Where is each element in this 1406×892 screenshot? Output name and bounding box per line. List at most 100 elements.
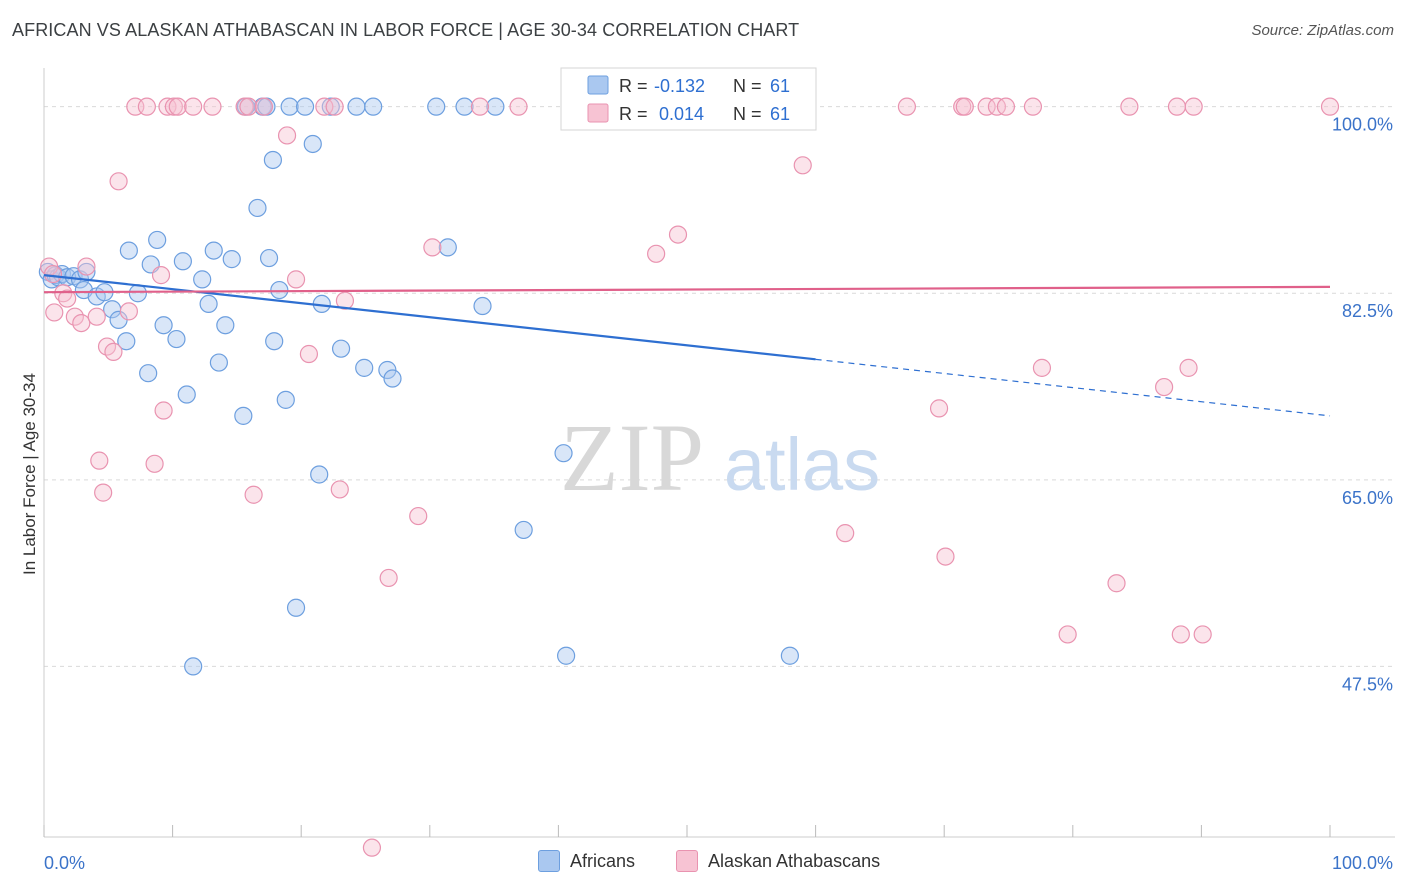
legend-n-value-1: 61 bbox=[770, 76, 790, 96]
africans-point bbox=[222, 250, 241, 269]
source-attribution: Source: ZipAtlas.com bbox=[1251, 22, 1394, 39]
alaskan-athabascans-point bbox=[1107, 574, 1126, 593]
gridlines bbox=[44, 106, 1395, 667]
alaskan-athabascans-point bbox=[1032, 358, 1052, 377]
alaskan-athabascans-point bbox=[936, 547, 955, 566]
africans-point bbox=[263, 150, 283, 170]
alaskan-athabascans-point bbox=[1167, 97, 1187, 116]
africans-point bbox=[321, 97, 340, 116]
africans-point bbox=[378, 360, 397, 380]
africans-point bbox=[184, 657, 203, 676]
alaskan-athabascans-point bbox=[1171, 625, 1190, 644]
x-tick-label: 0.0% bbox=[44, 853, 85, 873]
alaskan-athabascans-point bbox=[379, 568, 398, 588]
africans-point bbox=[139, 364, 158, 383]
alaskan-athabascans-point bbox=[87, 307, 106, 326]
alaskan-athabascans-point bbox=[897, 97, 917, 116]
legend-swatch-africans bbox=[587, 75, 609, 95]
legend-top: R = -0.132 N = 61 R = 0.014 N = 61 bbox=[560, 67, 817, 131]
alaskan-athabascans-point bbox=[90, 451, 109, 470]
alaskan-athabascans-point bbox=[793, 156, 812, 175]
africans-point bbox=[347, 97, 366, 116]
tick-labels: 47.5% 65.0% 82.5% 100.0% 0.0% 100.0% bbox=[44, 115, 1393, 873]
africans-point bbox=[193, 270, 212, 289]
africans-point bbox=[286, 598, 306, 617]
alaskan-athabascans-point bbox=[1193, 625, 1212, 644]
y-tick-label: 100.0% bbox=[1332, 115, 1393, 135]
y-tick-label: 65.0% bbox=[1342, 488, 1393, 508]
africans-point bbox=[364, 97, 383, 116]
alaskan-athabascans-point bbox=[335, 291, 355, 310]
alaskan-athabascans-point bbox=[470, 97, 490, 116]
legend-swatch-africans-bottom bbox=[538, 850, 560, 872]
alaskan-athabascans-point bbox=[286, 270, 306, 289]
africans-point bbox=[173, 252, 192, 271]
africans-point bbox=[248, 198, 267, 218]
alaskan-athabascans-point bbox=[145, 454, 164, 473]
alaskan-athabascans-point bbox=[409, 506, 428, 526]
africans-point bbox=[270, 280, 289, 300]
alaskan-athabascans-point bbox=[119, 302, 138, 321]
alaskan-athabascans-point bbox=[244, 485, 263, 504]
africans-point bbox=[780, 646, 799, 665]
africans-point bbox=[310, 465, 329, 484]
alaskan-athabascans-point bbox=[154, 401, 173, 420]
africans-point bbox=[331, 339, 351, 358]
africans-point bbox=[276, 390, 295, 409]
alaskan-athabascans-point bbox=[158, 97, 177, 116]
africans-point bbox=[154, 316, 173, 335]
alaskan-athabascans-point bbox=[58, 289, 77, 308]
y-tick-label: 47.5% bbox=[1342, 674, 1393, 694]
legend-r-label-1: R = bbox=[619, 76, 648, 96]
alaskan-athabascans-point bbox=[1179, 358, 1198, 377]
africans-point bbox=[199, 294, 218, 314]
alaskan-athabascans-point bbox=[277, 126, 297, 145]
alaskan-athabascans-point bbox=[164, 97, 183, 116]
africans-point bbox=[383, 369, 402, 388]
africans-point bbox=[303, 134, 322, 154]
legend-r-value-2: 0.014 bbox=[659, 104, 704, 124]
alaskan-athabascans-point bbox=[977, 97, 996, 116]
alaskan-athabascans-point bbox=[94, 483, 113, 502]
watermark: ZIP atlas bbox=[560, 404, 880, 511]
alaskan-athabascans-point bbox=[1120, 97, 1139, 116]
africans-point bbox=[216, 316, 235, 335]
legend-item-africans: Africans bbox=[538, 850, 635, 872]
alaskan-athabascans-point bbox=[668, 225, 688, 244]
africans-point bbox=[265, 332, 284, 351]
africans-point bbox=[455, 97, 474, 116]
africans-point bbox=[514, 520, 533, 540]
alaskan-athabascans-point bbox=[299, 344, 319, 364]
alaskan-athabascans-point bbox=[1023, 97, 1043, 116]
alaskan-athabascans-point bbox=[1184, 97, 1203, 116]
alaskan-athabascans-point bbox=[1058, 625, 1077, 644]
africans-point bbox=[234, 406, 253, 425]
alaskan-athabascans-points bbox=[40, 97, 1340, 857]
alaskan-athabascans-point bbox=[836, 524, 855, 543]
africans-point bbox=[204, 241, 223, 260]
africans-point bbox=[486, 97, 505, 116]
africans-point bbox=[117, 332, 136, 351]
alaskan-athabascans-point bbox=[45, 303, 64, 322]
alaskan-athabascans-point bbox=[1155, 377, 1174, 397]
alaskan-athabascans-point bbox=[168, 97, 187, 116]
alaskan-athabascans-trend-line bbox=[43, 285, 1331, 294]
chart-title: AFRICAN VS ALASKAN ATHABASCAN IN LABOR F… bbox=[12, 20, 800, 40]
alaskan-athabascans-point bbox=[509, 97, 528, 116]
legend-label-alaskan: Alaskan Athabascans bbox=[708, 850, 881, 871]
y-tick-label: 82.5% bbox=[1342, 301, 1393, 321]
alaskan-athabascans-point bbox=[235, 97, 254, 116]
africans-point bbox=[167, 329, 186, 349]
watermark-zip: ZIP bbox=[560, 404, 704, 511]
legend-r-value-1: -0.132 bbox=[654, 76, 705, 96]
alaskan-athabascans-point bbox=[254, 97, 274, 116]
x-tick-label: 100.0% bbox=[1332, 853, 1393, 873]
legend-swatch-alaskan-bottom bbox=[676, 850, 698, 872]
alaskan-athabascans-point bbox=[239, 97, 258, 116]
africans-point bbox=[473, 296, 492, 316]
alaskan-athabascans-point bbox=[929, 399, 949, 418]
alaskan-athabascans-point bbox=[72, 313, 91, 333]
alaskan-athabascans-point bbox=[77, 257, 96, 276]
africans-point bbox=[209, 353, 228, 372]
africans-point bbox=[355, 358, 374, 377]
